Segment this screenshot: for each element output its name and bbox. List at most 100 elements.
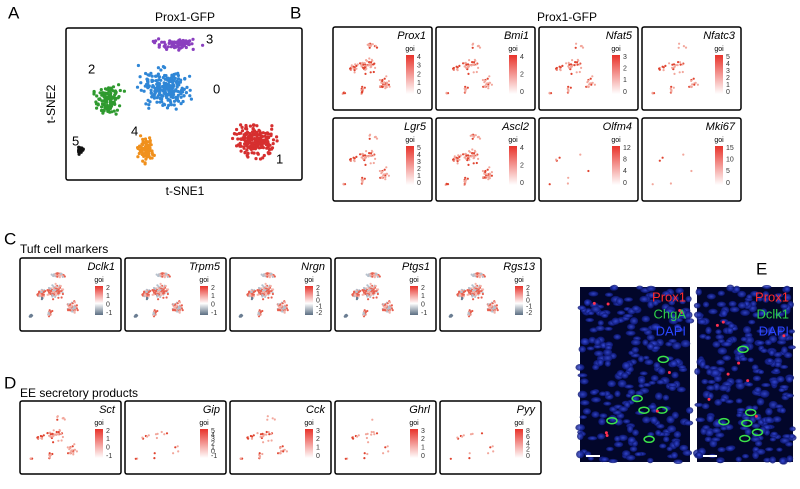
colorbar-tick: -2 <box>316 310 322 317</box>
cell-dot <box>260 273 263 276</box>
cell-dot <box>458 293 461 296</box>
cell-dot <box>681 63 684 66</box>
colorbar-tick: 4 <box>623 168 627 175</box>
nucleus <box>647 432 655 437</box>
nucleus <box>735 456 742 463</box>
cell-dot <box>185 85 189 89</box>
nucleus <box>614 441 624 448</box>
cell-dot <box>268 143 272 147</box>
cell-dot <box>177 83 181 87</box>
nucleus <box>750 290 760 297</box>
cell-dot <box>77 152 81 156</box>
cell-dot <box>567 90 570 93</box>
cell-dot <box>136 63 140 68</box>
cell-dot <box>249 138 253 142</box>
nucleus <box>733 285 741 293</box>
cell-dot <box>567 88 570 91</box>
nucleus <box>603 401 612 406</box>
cell-dot <box>472 63 475 66</box>
cell-dot <box>147 291 150 294</box>
cell-dot <box>264 285 268 288</box>
cell-dot <box>271 138 276 142</box>
cell-dot <box>54 295 57 298</box>
cell-dot <box>370 430 373 434</box>
cell-dot <box>555 67 558 70</box>
cell-dot <box>259 145 263 150</box>
cell-dot <box>150 151 154 155</box>
cell-dot <box>113 102 117 106</box>
cell-dot <box>112 109 116 113</box>
nucleus <box>715 329 722 335</box>
cell-dot <box>188 74 192 78</box>
colorbar-tick: 2 <box>421 436 425 443</box>
panel-title: Prox1-GFP <box>155 10 215 24</box>
cell-dot <box>376 275 379 278</box>
cell-dot <box>144 139 148 143</box>
colorbar-tick: 1 <box>421 445 425 452</box>
cell-dot <box>177 450 180 453</box>
cell-dot <box>138 75 142 79</box>
colorbar-tick: 0 <box>623 89 627 96</box>
cell-dot <box>375 432 379 435</box>
cell-dot <box>191 47 195 52</box>
nucleus <box>675 327 684 333</box>
cell-dot <box>235 144 239 148</box>
nucleus <box>778 387 785 393</box>
stain-red <box>678 309 682 312</box>
cell-dot <box>153 89 157 93</box>
nucleus <box>579 378 589 385</box>
cell-dot <box>153 452 156 455</box>
gene-name: Nfatc3 <box>703 30 736 42</box>
cell-dot <box>259 433 263 436</box>
cell-dot <box>677 61 680 64</box>
cell-dot <box>279 447 282 450</box>
cell-dot <box>495 307 498 310</box>
colorbar-tick: 2 <box>417 71 421 78</box>
cell-dot <box>113 93 117 97</box>
stain-red <box>604 431 608 435</box>
cell-dot <box>114 112 118 116</box>
cell-dot <box>152 293 155 296</box>
cell-dot <box>54 289 57 292</box>
cell-dot <box>176 310 179 313</box>
cell-dot <box>385 81 389 84</box>
cell-dot <box>157 287 160 290</box>
cell-dot <box>470 155 473 158</box>
nucleus <box>644 359 654 366</box>
cell-dot <box>381 170 384 173</box>
cell-dot <box>479 273 482 276</box>
cell-dot <box>453 156 456 159</box>
cell-dot <box>353 160 356 163</box>
cell-dot <box>154 39 158 43</box>
cell-dot <box>387 450 390 453</box>
cell-dot <box>144 102 148 106</box>
cell-dot <box>696 83 700 86</box>
nucleus <box>758 369 765 375</box>
cell-dot <box>580 44 583 48</box>
cell-dot <box>71 310 74 313</box>
cell-dot <box>476 275 479 278</box>
cell-dot <box>388 310 391 313</box>
cell-dot <box>262 287 265 290</box>
cell-dot <box>280 305 283 308</box>
cell-dot <box>191 37 195 41</box>
cell-dot <box>368 57 371 60</box>
cell-dot <box>260 135 264 139</box>
cell-dot <box>569 66 573 69</box>
cell-dot <box>488 172 492 175</box>
cell-dot <box>156 295 159 298</box>
cell-dot <box>281 310 284 313</box>
cell-dot <box>179 95 183 99</box>
cell-dot <box>188 94 192 98</box>
cell-dot <box>371 275 374 278</box>
colorbar-tick: 0 <box>211 449 215 456</box>
cell-dot <box>162 102 166 106</box>
cell-dot <box>372 288 375 291</box>
nucleus <box>705 326 712 335</box>
cell-dot <box>366 295 369 298</box>
cell-dot <box>384 178 387 181</box>
cell-dot <box>57 286 60 289</box>
cell-dot <box>54 273 57 276</box>
cell-dot <box>375 137 379 140</box>
cell-dot <box>271 142 275 146</box>
